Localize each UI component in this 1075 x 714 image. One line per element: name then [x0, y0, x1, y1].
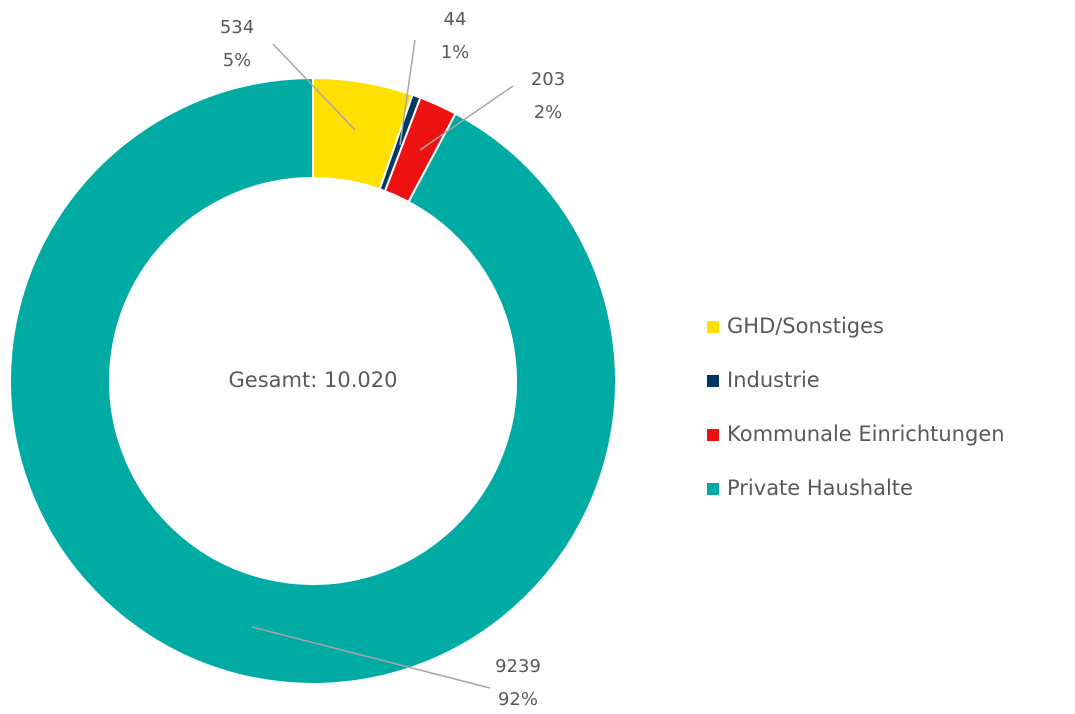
leader-line	[399, 39, 416, 146]
leader-line	[272, 43, 356, 131]
data-label-percent: 2%	[534, 102, 563, 123]
data-label-percent: 92%	[498, 689, 538, 710]
data-label-value: 534	[220, 17, 254, 38]
legend-swatch	[707, 483, 719, 495]
leader-line	[251, 626, 491, 689]
data-label-value: 203	[531, 69, 565, 90]
legend-swatch	[707, 429, 719, 441]
legend-label: GHD/Sonstiges	[727, 314, 884, 338]
legend-swatch	[707, 321, 719, 333]
leader-line	[419, 85, 514, 151]
slice	[9, 76, 617, 685]
legend-label: Kommunale Einrichtungen	[727, 422, 1005, 446]
data-label-percent: 5%	[223, 50, 252, 71]
legend-label: Private Haushalte	[727, 476, 913, 500]
center-label: Gesamt: 10.020	[229, 368, 398, 392]
data-label-percent: 1%	[441, 42, 470, 63]
legend-swatch	[707, 375, 719, 387]
data-label-value: 44	[444, 9, 467, 30]
data-label-value: 9239	[495, 656, 541, 677]
legend-label: Industrie	[727, 368, 820, 392]
